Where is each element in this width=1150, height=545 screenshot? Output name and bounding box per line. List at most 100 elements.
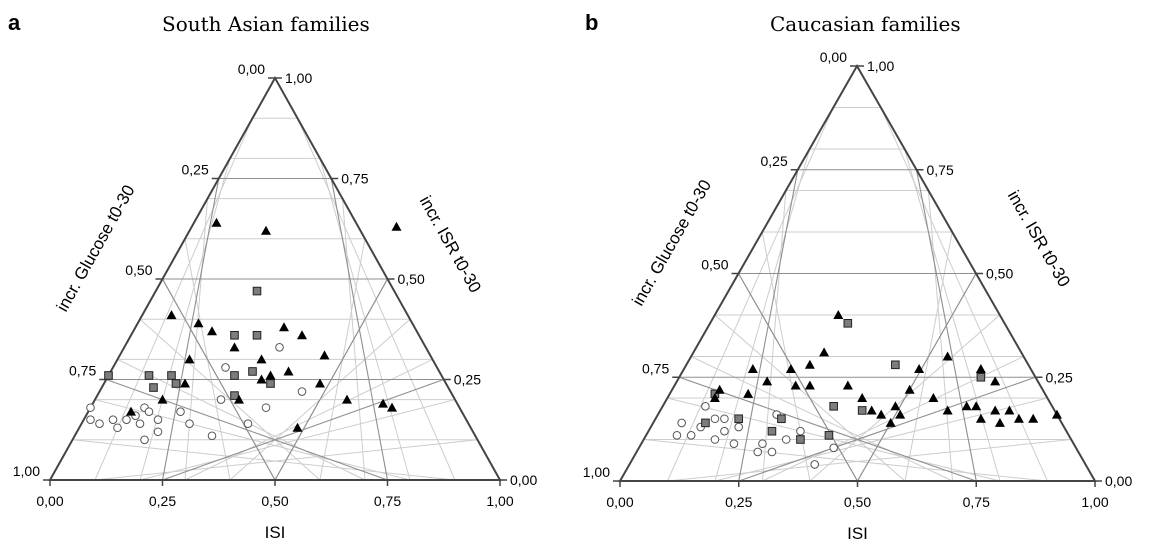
point-black-triangle: [180, 378, 190, 388]
point-black-triangle: [942, 351, 953, 361]
point-open-circle: [207, 431, 217, 441]
point-open-circle: [720, 426, 729, 436]
point-black-triangle: [904, 384, 915, 394]
point-grey-square: [252, 286, 262, 296]
point-open-circle: [243, 419, 253, 429]
point-black-triangle: [126, 406, 136, 416]
data-points: [86, 217, 402, 445]
point-black-triangle: [184, 354, 195, 364]
point-open-circle: [710, 435, 720, 444]
ternary-plot: 0,00 0,00 0,00 0,25 0,25 0,25 0,50 0,50 0,50 0,75…: [583, 49, 1133, 543]
point-black-triangle: [391, 221, 402, 231]
point-black-triangle: [283, 366, 294, 376]
point-black-triangle: [378, 398, 388, 408]
point-black-triangle: [961, 401, 972, 411]
point-black-triangle: [387, 402, 397, 412]
point-black-triangle: [1028, 413, 1039, 423]
point-open-circle: [734, 422, 743, 432]
panel-a: a South Asian families 0,00 0,00 0,00 0,25 0…: [8, 10, 537, 542]
point-grey-square: [230, 371, 239, 380]
point-open-circle: [153, 415, 163, 425]
grid: [643, 107, 1072, 482]
point-black-triangle: [1013, 413, 1024, 423]
point-grey-square: [976, 372, 986, 382]
tick-label-bottom: 1,00: [1081, 494, 1108, 510]
tick-label-right: 1,00: [867, 58, 894, 74]
tick-labels: 0,00 0,00 0,00 0,25 0,25 0,25 0,50 0,50 0,50 0,75…: [583, 49, 1133, 510]
point-black-triangle: [876, 409, 887, 419]
point-open-circle: [185, 419, 194, 429]
point-open-circle: [140, 435, 149, 445]
point-grey-square: [149, 383, 158, 392]
panel-letter: a: [8, 10, 21, 35]
point-open-circle: [720, 414, 729, 424]
point-black-triangle: [762, 376, 773, 386]
grid: [72, 117, 478, 481]
point-open-circle: [113, 423, 122, 433]
point-black-triangle: [265, 370, 276, 380]
tick-label-bottom: 0,50: [261, 493, 288, 509]
point-grey-square: [230, 391, 239, 400]
point-black-triangle: [743, 388, 754, 398]
point-black-triangle: [714, 384, 725, 394]
point-black-triangle: [234, 394, 244, 404]
point-black-triangle: [790, 380, 801, 390]
tick-label-bottom: 0,00: [606, 494, 633, 510]
point-open-circle: [781, 435, 791, 444]
point-black-triangle: [994, 417, 1005, 427]
point-black-triangle: [256, 374, 267, 384]
point-black-triangle: [261, 225, 271, 235]
point-black-triangle: [292, 422, 303, 432]
point-grey-square: [843, 319, 853, 328]
point-grey-square: [167, 371, 176, 380]
point-black-triangle: [890, 401, 901, 411]
axis-label-bottom: ISI: [265, 523, 286, 542]
point-black-triangle: [885, 417, 896, 427]
point-open-circle: [176, 407, 185, 416]
grid-line-major: [915, 169, 977, 482]
point-black-triangle: [229, 342, 240, 352]
panel-b: b Caucasian families 0,00 0,00 0,00 0,25 0,2…: [575, 0, 1150, 545]
grid-line-major: [106, 378, 388, 481]
tick-label-left: 0,75: [69, 363, 96, 379]
point-black-triangle: [833, 310, 844, 319]
tick-label-left: 0,25: [182, 162, 209, 178]
tick-label-left: 1,00: [13, 463, 40, 479]
tick-label-right: 0,25: [1046, 369, 1073, 385]
point-grey-square: [767, 426, 777, 436]
point-open-circle: [135, 419, 145, 429]
point-open-circle: [829, 443, 839, 453]
tick-label-right: 0,00: [510, 472, 537, 488]
point-black-triangle: [785, 363, 796, 373]
tick-label-bottom: 1,00: [486, 493, 513, 509]
point-black-triangle: [990, 405, 1001, 415]
point-black-triangle: [157, 394, 168, 404]
point-open-circle: [275, 343, 284, 352]
axis-label-left: incr. Glucose t0-30: [628, 177, 715, 310]
point-black-triangle: [975, 363, 986, 373]
point-open-circle: [221, 363, 230, 372]
tick-label-bottom: 0,75: [963, 494, 990, 510]
point-black-triangle: [1004, 405, 1015, 415]
point-black-triangle: [975, 413, 986, 423]
tick-label-left: 0,00: [820, 49, 847, 65]
point-black-triangle: [914, 363, 925, 373]
point-open-circle: [86, 403, 95, 412]
tick-label-left: 0,50: [125, 262, 152, 278]
point-black-triangle: [990, 376, 1001, 386]
point-black-triangle: [866, 405, 877, 415]
point-grey-square: [144, 371, 154, 380]
point-open-circle: [729, 439, 739, 448]
point-open-circle: [710, 414, 720, 424]
tick-label-right: 0,25: [454, 372, 481, 388]
tick-label-right: 0,00: [1105, 473, 1132, 489]
point-black-triangle: [256, 354, 267, 364]
point-open-circle: [701, 402, 710, 411]
tick-label-right: 0,75: [927, 162, 954, 178]
point-black-triangle: [297, 330, 307, 340]
tick-label-right: 0,75: [341, 171, 368, 187]
grid-line-major: [330, 178, 389, 481]
point-black-triangle: [207, 326, 217, 336]
point-black-triangle: [804, 380, 815, 390]
point-open-circle: [86, 415, 95, 425]
